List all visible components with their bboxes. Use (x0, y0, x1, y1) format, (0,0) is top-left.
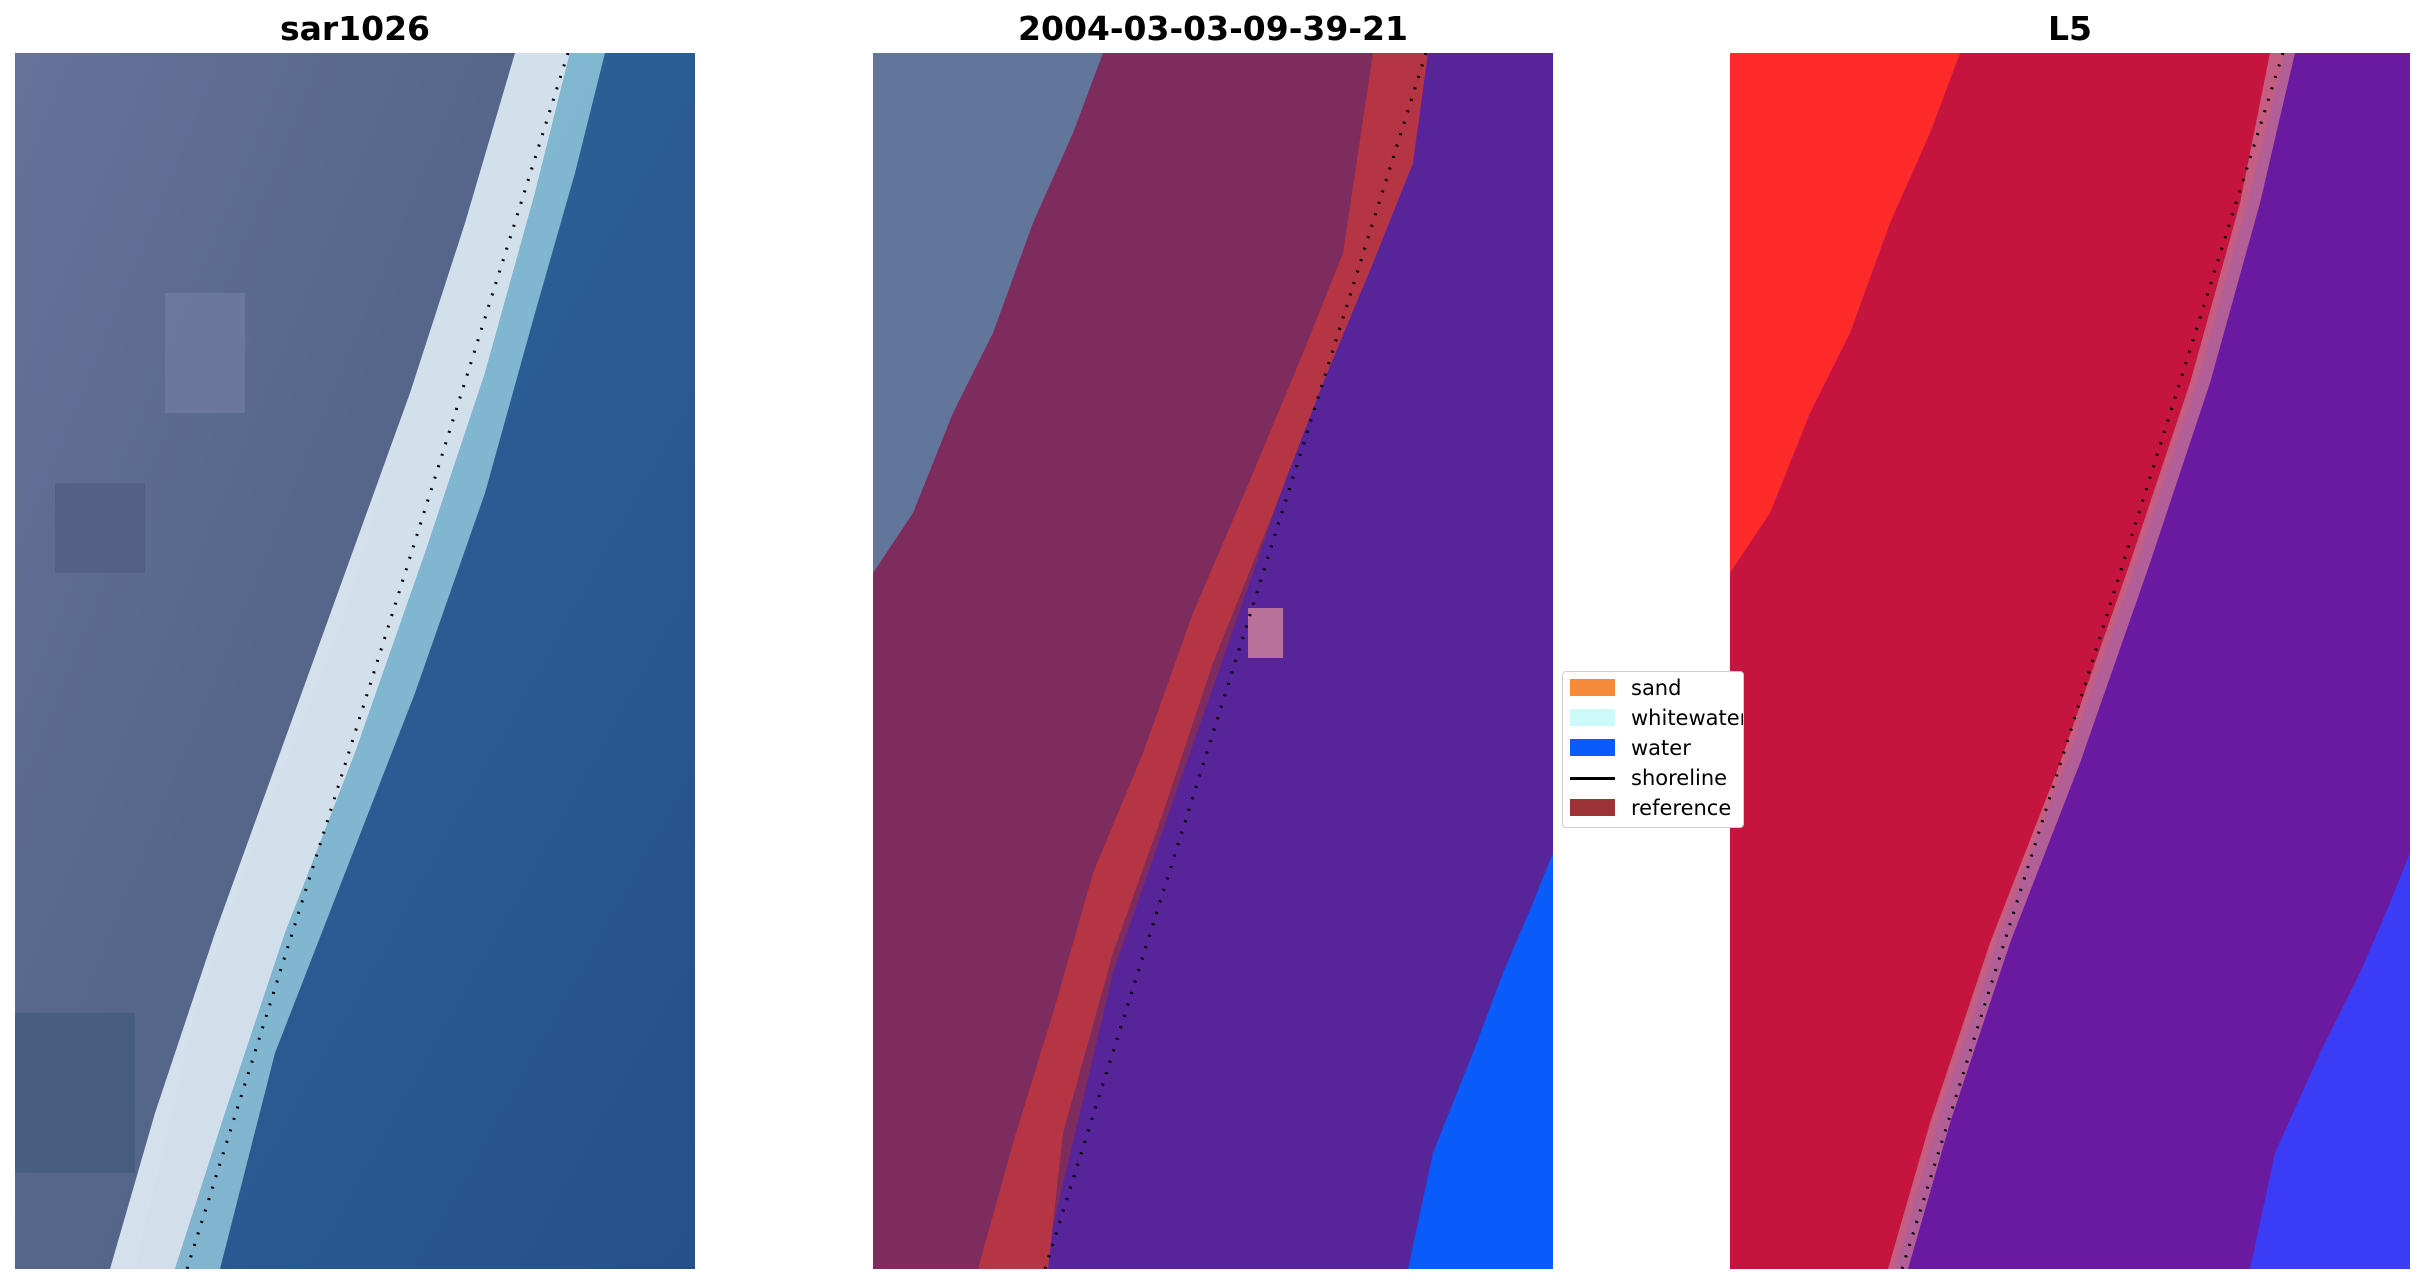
legend-label-water: water (1631, 736, 1691, 760)
rgb-image (15, 53, 695, 1269)
panel-title-classification: 2004-03-03-09-39-21 (1018, 9, 1408, 48)
legend: sand whitewater water shoreline referenc… (1562, 671, 1744, 828)
shoreline-line (185, 53, 570, 1269)
legend-label-whitewater: whitewater (1631, 706, 1744, 730)
classification-panel (873, 53, 1553, 1269)
classification-image (873, 53, 1553, 1269)
legend-swatch-whitewater (1570, 709, 1615, 726)
legend-swatch-sand (1570, 679, 1615, 696)
probability-image (1730, 53, 2410, 1269)
rgb-image-panel (15, 53, 695, 1269)
legend-label-sand: sand (1631, 676, 1682, 700)
legend-label-shoreline: shoreline (1631, 766, 1728, 790)
panel-title-rgb: sar1026 (279, 9, 431, 48)
legend-swatch-reference (1570, 799, 1615, 816)
probability-panel (1730, 53, 2410, 1269)
legend-swatch-water (1570, 739, 1615, 756)
shoreline-line-2 (1043, 53, 1428, 1269)
panel-title-probability: L5 (2048, 9, 2092, 48)
shoreline-line-3 (1900, 53, 2285, 1269)
legend-line-shoreline (1570, 777, 1615, 780)
legend-label-reference: reference (1631, 796, 1732, 820)
